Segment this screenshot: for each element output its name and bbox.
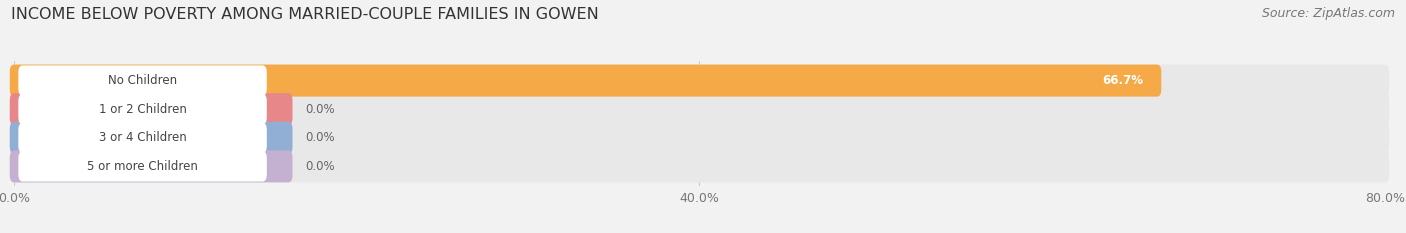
Text: 0.0%: 0.0% [305, 131, 335, 144]
FancyBboxPatch shape [10, 65, 1161, 97]
FancyBboxPatch shape [10, 150, 292, 182]
FancyBboxPatch shape [18, 65, 267, 96]
FancyBboxPatch shape [18, 94, 267, 124]
FancyBboxPatch shape [18, 151, 267, 182]
Text: 0.0%: 0.0% [305, 103, 335, 116]
Text: INCOME BELOW POVERTY AMONG MARRIED-COUPLE FAMILIES IN GOWEN: INCOME BELOW POVERTY AMONG MARRIED-COUPL… [11, 7, 599, 22]
FancyBboxPatch shape [10, 93, 292, 125]
FancyBboxPatch shape [10, 122, 292, 154]
Text: 0.0%: 0.0% [305, 160, 335, 173]
Text: 5 or more Children: 5 or more Children [87, 160, 198, 173]
Text: Source: ZipAtlas.com: Source: ZipAtlas.com [1261, 7, 1395, 20]
Text: 66.7%: 66.7% [1102, 74, 1143, 87]
Text: 3 or 4 Children: 3 or 4 Children [98, 131, 187, 144]
FancyBboxPatch shape [10, 65, 1389, 97]
FancyBboxPatch shape [10, 93, 1389, 125]
FancyBboxPatch shape [10, 122, 1389, 154]
Text: 1 or 2 Children: 1 or 2 Children [98, 103, 187, 116]
FancyBboxPatch shape [10, 150, 1389, 182]
Text: No Children: No Children [108, 74, 177, 87]
FancyBboxPatch shape [18, 123, 267, 153]
